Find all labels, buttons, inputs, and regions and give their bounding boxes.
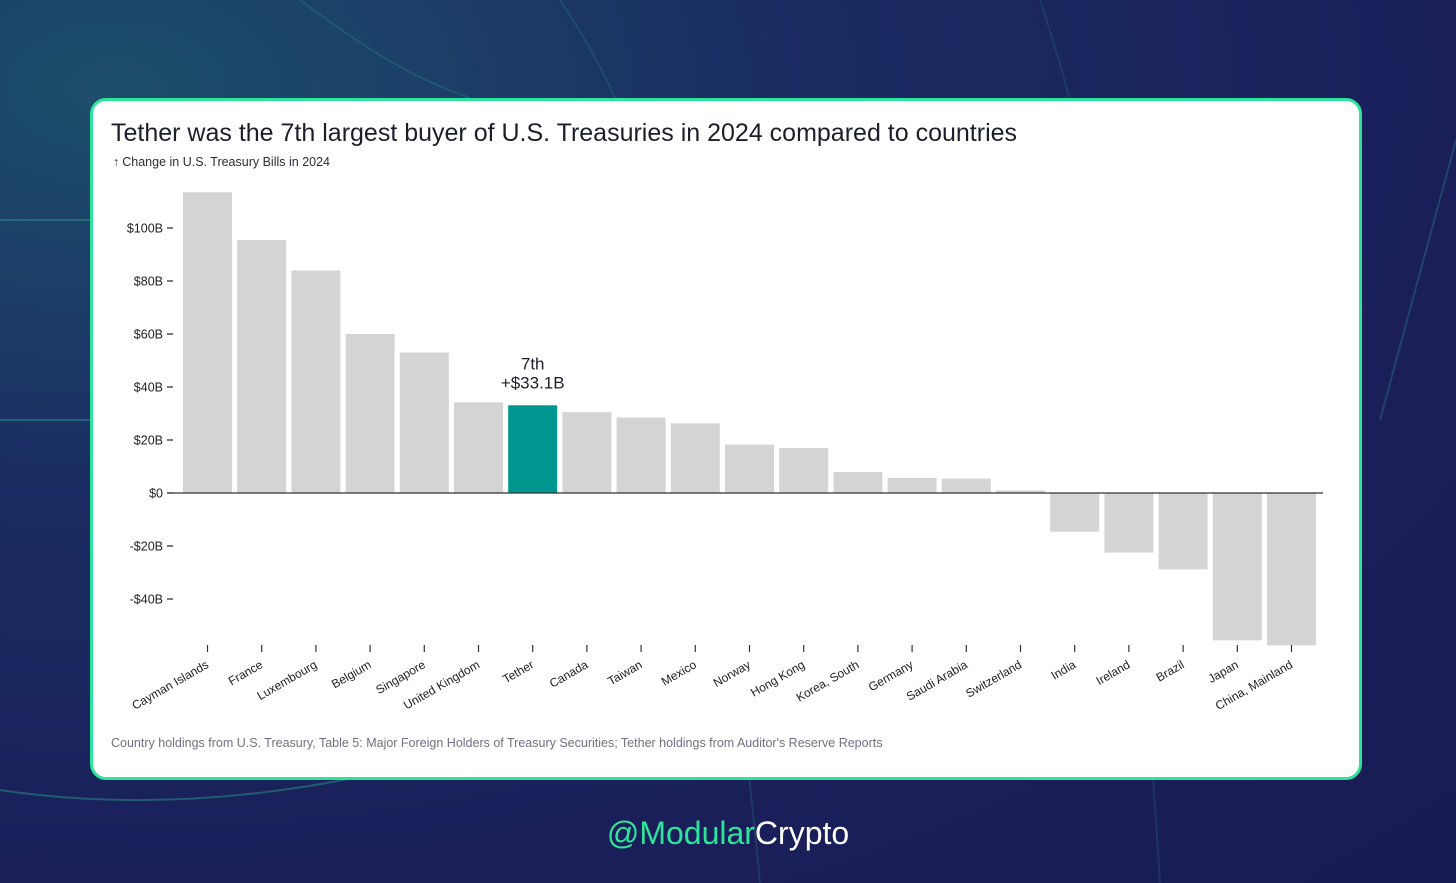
chart-card: Tether was the 7th largest buyer of U.S.… (90, 98, 1362, 780)
brand-handle-suffix: Crypto (754, 815, 850, 851)
x-tick-label: Mexico (659, 657, 699, 688)
x-tick-label: Brazil (1154, 657, 1187, 684)
chart-subtitle-text: Change in U.S. Treasury Bills in 2024 (122, 155, 330, 169)
bar-brazil (1158, 493, 1208, 570)
bar-united-kingdom (454, 402, 503, 493)
bar-luxembourg (291, 270, 341, 493)
x-tick-label: Canada (547, 657, 591, 690)
annotation-value: +$33.1B (501, 373, 565, 392)
bar-china-mainland (1267, 493, 1316, 646)
chart-title: Tether was the 7th largest buyer of U.S.… (111, 119, 1018, 147)
y-tick-label: -$40B (130, 593, 163, 607)
x-tick-label: Japan (1205, 657, 1240, 685)
y-tick-label: $20B (134, 434, 163, 448)
y-tick-label: $0 (149, 487, 163, 501)
x-tick-label: Luxembourg (255, 657, 320, 702)
y-tick-label: $100B (127, 222, 163, 236)
bar-japan (1212, 493, 1262, 641)
x-tick-label: France (226, 657, 266, 688)
bar-germany (887, 477, 937, 493)
x-tick-label: India (1049, 657, 1079, 682)
bar-taiwan (616, 417, 666, 493)
y-tick-label: $60B (134, 328, 163, 342)
bar-ireland (1104, 493, 1154, 553)
bar-norway (725, 444, 774, 493)
x-tick-label: Taiwan (605, 657, 644, 688)
bar-tether (508, 405, 558, 493)
source-footnote: Country holdings from U.S. Treasury, Tab… (111, 736, 883, 750)
bar-saudi-arabia (941, 478, 991, 493)
bar-cayman-islands (183, 192, 232, 493)
annotation-rank: 7th (521, 354, 545, 373)
brand-handle-prefix: @Modular (606, 815, 755, 851)
y-tick-label: -$20B (130, 540, 163, 554)
x-tick-label: Tether (500, 657, 536, 686)
arrow-up-icon: ↑ (113, 155, 120, 169)
y-tick-label: $40B (134, 381, 163, 395)
x-tick-label: Switzerland (963, 657, 1024, 700)
bar-mexico (670, 423, 720, 493)
x-tick-label: Cayman Islands (129, 657, 211, 712)
bar-chart: $100B $80B $60B $40B $20B $0 -$20B -$40B Cayman … (127, 192, 1323, 713)
bar-singapore (399, 352, 449, 493)
x-tick-label: Norway (711, 657, 753, 689)
bar-france (237, 239, 287, 493)
bar-india (1050, 493, 1100, 532)
bar-canada (562, 412, 612, 493)
x-tick-label: Belgium (329, 657, 374, 691)
chart-subtitle: ↑ Change in U.S. Treasury Bills in 2024 (113, 155, 330, 169)
bar-korea-south (833, 472, 883, 493)
y-tick-label: $80B (134, 275, 163, 289)
bar-hong-kong (779, 447, 829, 493)
x-tick-label: Saudi Arabia (904, 657, 970, 703)
x-tick-label: Ireland (1094, 657, 1133, 687)
bar-switzerland (996, 490, 1045, 493)
brand-handle: @ModularCrypto (0, 815, 1456, 852)
bar-belgium (345, 334, 395, 493)
